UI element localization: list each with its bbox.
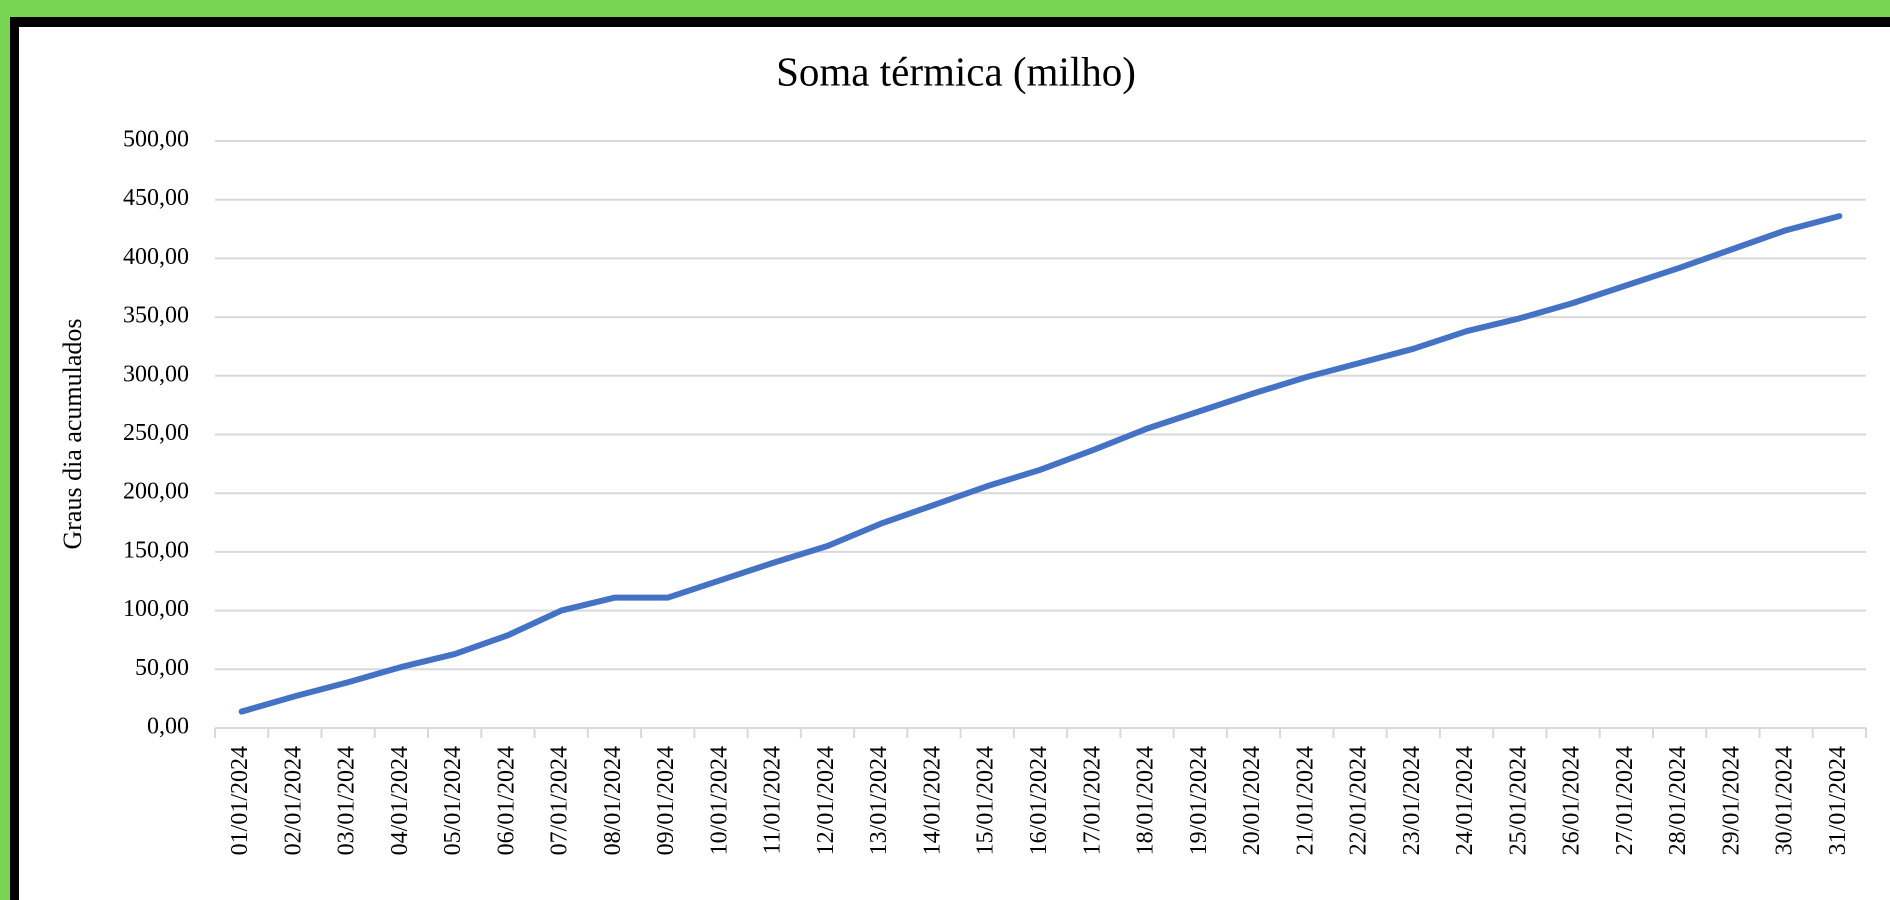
x-tick-label: 16/01/2024 [1026,746,1052,855]
chart-title: Soma térmica (milho) [776,48,1136,94]
x-tick-label: 23/01/2024 [1399,746,1425,855]
x-tick-label: 25/01/2024 [1505,746,1531,855]
y-tick-label: 50,00 [135,655,189,681]
y-tick-label: 300,00 [123,361,189,387]
x-tick-label: 07/01/2024 [547,746,573,855]
x-tick-label: 29/01/2024 [1718,746,1744,855]
y-tick-label: 250,00 [123,420,189,446]
y-tick-label: 500,00 [123,127,189,153]
x-tick-label: 03/01/2024 [334,746,360,855]
x-tick-label: 20/01/2024 [1239,746,1265,855]
x-tick-label: 01/01/2024 [227,746,253,855]
y-tick-label: 150,00 [123,537,189,563]
x-tick-label: 18/01/2024 [1133,746,1159,855]
x-tick-label: 04/01/2024 [387,746,413,855]
x-tick-label: 15/01/2024 [973,746,999,855]
x-tick-label: 11/01/2024 [760,746,786,854]
x-tick-label: 31/01/2024 [1825,746,1851,855]
x-tick-label: 13/01/2024 [866,746,892,855]
x-tick-label: 19/01/2024 [1186,746,1212,855]
chart: Soma térmica (milho) Graus dia acumulado… [0,0,1890,900]
y-tick-label: 100,00 [123,596,189,622]
x-tick-label: 30/01/2024 [1772,746,1798,855]
x-tick-label: 21/01/2024 [1292,746,1318,855]
x-tick-label: 28/01/2024 [1665,746,1691,855]
page: Soma térmica (milho) Graus dia acumulado… [0,0,1890,900]
y-tick-label: 200,00 [123,479,189,505]
x-tick-label: 08/01/2024 [600,746,626,855]
x-tick-label: 09/01/2024 [653,746,679,855]
x-tick-label: 14/01/2024 [919,746,945,855]
y-axis-title: Graus dia acumulados [58,318,87,549]
y-tick-label: 0,00 [147,714,189,740]
x-tick-label: 02/01/2024 [280,746,306,855]
y-tick-label: 450,00 [123,185,189,211]
x-tick-label: 06/01/2024 [493,746,519,855]
x-tick-label: 26/01/2024 [1559,746,1585,855]
x-tick-label: 27/01/2024 [1612,746,1638,855]
y-tick-label: 400,00 [123,244,189,270]
y-tick-label: 350,00 [123,303,189,329]
x-tick-label: 22/01/2024 [1346,746,1372,855]
x-tick-label: 05/01/2024 [440,746,466,855]
x-tick-label: 12/01/2024 [813,746,839,855]
x-tick-label: 10/01/2024 [706,746,732,855]
x-tick-label: 24/01/2024 [1452,746,1478,855]
x-tick-label: 17/01/2024 [1079,746,1105,855]
